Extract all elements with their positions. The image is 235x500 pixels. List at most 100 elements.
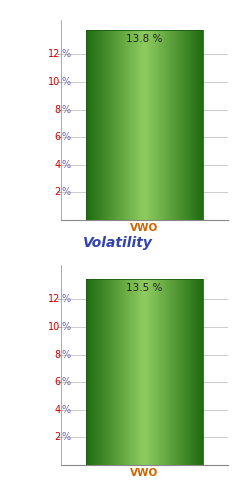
Bar — [112, 30, 113, 220]
Bar — [199, 30, 200, 220]
Bar — [103, 30, 104, 220]
Text: %: % — [61, 160, 70, 170]
Text: 10: 10 — [48, 77, 60, 87]
Bar — [93, 279, 94, 465]
Text: %: % — [61, 104, 70, 115]
Bar — [195, 30, 196, 220]
Bar — [152, 279, 153, 465]
Bar — [115, 30, 116, 220]
Bar — [170, 30, 171, 220]
Bar — [102, 279, 103, 465]
Bar — [122, 30, 123, 220]
Bar — [194, 279, 195, 465]
Bar — [200, 279, 201, 465]
Bar — [156, 279, 157, 465]
Bar — [175, 279, 176, 465]
Bar — [118, 279, 119, 465]
Bar — [180, 279, 181, 465]
Bar — [153, 30, 154, 220]
Bar — [88, 30, 89, 220]
Text: 6: 6 — [54, 377, 60, 387]
Bar — [124, 279, 125, 465]
Bar — [91, 30, 92, 220]
Bar — [111, 279, 112, 465]
Bar — [90, 279, 91, 465]
Text: 4: 4 — [54, 160, 60, 170]
Bar — [177, 30, 178, 220]
Bar — [86, 30, 87, 220]
Bar — [121, 30, 122, 220]
Bar — [93, 30, 94, 220]
Text: %: % — [61, 405, 70, 415]
Text: %: % — [61, 132, 70, 142]
Bar — [99, 279, 100, 465]
Bar — [187, 30, 188, 220]
Bar — [176, 30, 177, 220]
Bar — [132, 279, 133, 465]
Bar — [160, 30, 161, 220]
Bar — [100, 30, 101, 220]
Bar — [161, 279, 162, 465]
Bar — [132, 30, 133, 220]
Bar — [171, 279, 172, 465]
Bar — [180, 30, 181, 220]
Bar — [186, 30, 187, 220]
Text: %: % — [61, 50, 70, 59]
Bar — [87, 279, 88, 465]
Bar — [165, 30, 166, 220]
Bar — [131, 279, 132, 465]
Bar — [100, 279, 101, 465]
Bar — [86, 30, 203, 220]
Text: %: % — [61, 77, 70, 87]
Bar — [89, 30, 90, 220]
Bar — [127, 30, 128, 220]
Bar — [138, 279, 139, 465]
Text: %: % — [61, 294, 70, 304]
Bar — [129, 30, 130, 220]
Text: %: % — [61, 432, 70, 442]
Bar — [182, 279, 183, 465]
Bar — [96, 279, 97, 465]
Bar — [155, 279, 156, 465]
Bar — [137, 30, 138, 220]
Bar — [143, 30, 144, 220]
Bar — [147, 30, 148, 220]
Bar — [193, 279, 194, 465]
Bar — [173, 279, 174, 465]
Bar — [165, 279, 166, 465]
Bar — [130, 30, 131, 220]
Bar — [190, 30, 191, 220]
Bar — [179, 279, 180, 465]
Bar — [120, 279, 121, 465]
Text: 8: 8 — [54, 104, 60, 115]
Bar — [179, 30, 180, 220]
Bar — [171, 30, 172, 220]
Bar — [136, 30, 137, 220]
Bar — [201, 279, 202, 465]
Bar — [119, 279, 120, 465]
Bar — [197, 30, 198, 220]
Text: 6: 6 — [54, 132, 60, 142]
Bar — [101, 279, 102, 465]
Bar — [157, 30, 158, 220]
Bar — [168, 30, 169, 220]
Bar — [112, 279, 113, 465]
Text: %: % — [61, 322, 70, 332]
Bar — [98, 279, 99, 465]
Bar — [162, 30, 163, 220]
Bar — [138, 30, 139, 220]
Bar — [185, 279, 186, 465]
Bar — [99, 30, 100, 220]
Bar — [187, 279, 188, 465]
Bar — [115, 279, 116, 465]
Bar — [128, 30, 129, 220]
Bar — [167, 30, 168, 220]
Bar — [120, 30, 121, 220]
Bar — [201, 30, 202, 220]
Bar — [188, 30, 189, 220]
Bar — [134, 279, 135, 465]
Bar — [110, 279, 111, 465]
Bar — [101, 30, 102, 220]
Bar — [108, 279, 109, 465]
Bar — [121, 279, 122, 465]
